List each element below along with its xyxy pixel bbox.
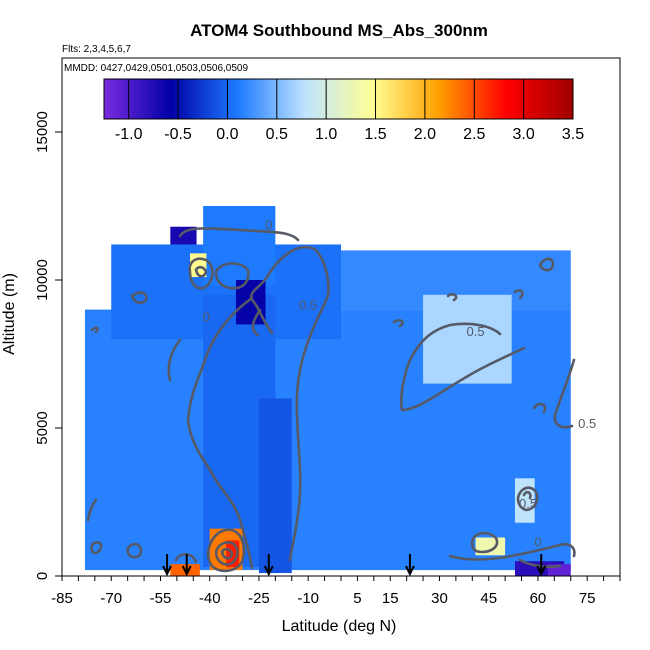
colorbar-tick-label: 0.5: [266, 126, 288, 143]
contour-label: 0.5: [578, 416, 596, 431]
x-tick-label: 45: [480, 590, 497, 607]
contour-zero-left: [90, 291, 182, 382]
flights-label: Flts: 2,3,4,5,6,7: [62, 44, 131, 55]
colorbar-tick-label: 3.0: [513, 126, 535, 143]
profile-marker-head: [263, 565, 274, 577]
profile-markers: [162, 554, 547, 577]
colorbar-tick-label: 2.5: [463, 126, 485, 143]
x-tick-label: -70: [100, 590, 122, 607]
x-tick-label: -85: [51, 590, 73, 607]
x-tick-label: 15: [382, 590, 399, 607]
x-tick-label: -10: [297, 590, 319, 607]
colorbar: -1.0 -0.5 0.0 0.5 1.0 1.5 2.0 2.5 3.0 3.5: [103, 78, 584, 143]
heatmap-cell-11: [514, 478, 535, 523]
contour-zero-upper: [178, 227, 300, 337]
y-tick-label: 10000: [34, 259, 51, 301]
x-tick-label: 60: [530, 590, 547, 607]
colorbar-tick-label: 0.0: [216, 126, 238, 143]
y-axis-label: Altitude (m): [1, 273, 18, 355]
dates-label: MMDD: 0427,0429,0501,0503,0506,0509: [64, 63, 248, 74]
colorbar-tick-label: 3.5: [562, 126, 584, 143]
contour-label: 0: [534, 534, 541, 549]
colorbar-tick-label: -0.5: [164, 126, 192, 143]
heatmap-cell-16: [547, 564, 571, 576]
contour-label: 0.5: [467, 324, 485, 339]
x-axis: -85 -70 -55 -40 -25 -10 5 15 30 45 60 75: [51, 576, 621, 607]
x-axis-label: Latitude (deg N): [282, 618, 397, 635]
heatmap-cell-5: [258, 398, 292, 574]
colorbar-ticks: -1.0 -0.5 0.0 0.5 1.0 1.5 2.0 2.5 3.0 3.5: [115, 79, 584, 143]
colorbar-tick-label: 1.0: [315, 126, 337, 143]
contour-right-low: [448, 486, 576, 569]
contour-zero-main: [186, 245, 330, 570]
contour-label: 0.5: [299, 298, 317, 313]
colorbar-gradient: [103, 78, 574, 120]
y-tick-label: 5000: [34, 411, 51, 444]
profile-marker-head: [536, 565, 547, 577]
contour-label: 0: [203, 309, 210, 324]
colorbar-tick-label: -1.0: [115, 126, 143, 143]
colorbar-tick-label: 2.0: [414, 126, 436, 143]
heatmap-cell-7: [170, 226, 197, 245]
contour-half-right: [399, 322, 526, 412]
x-tick-label: 5: [353, 590, 361, 607]
y-tick-label: 0: [34, 572, 51, 580]
profile-marker-head: [162, 565, 172, 577]
chart-title: ATOM4 Southbound MS_Abs_300nm: [190, 21, 488, 40]
contour-label: 0.5: [519, 496, 537, 511]
x-tick-label: 30: [431, 590, 448, 607]
contour-lines: [86, 227, 576, 573]
colorbar-tick-label: 1.5: [364, 126, 386, 143]
x-tick-label: -40: [199, 590, 221, 607]
heatmap-cell-8: [423, 294, 512, 384]
contour-left-low: [86, 498, 143, 559]
contour-label: 0: [265, 218, 272, 233]
x-tick-label: -25: [248, 590, 270, 607]
x-tick-label: 75: [579, 590, 596, 607]
contour-labels: 0 0 0.5 0.5 0.5 0 0.5: [203, 218, 596, 550]
contour-right-edge: [392, 257, 576, 429]
y-tick-label: 15000: [34, 111, 51, 153]
y-axis: 0 5000 10000 15000: [34, 111, 62, 580]
profile-marker-head: [405, 565, 415, 577]
contour-high-peak-lower: [174, 528, 246, 573]
contour-high-peak-upper: [188, 257, 250, 290]
heatmap-field: [84, 206, 571, 576]
x-tick-label: -55: [150, 590, 172, 607]
profile-marker-head: [181, 565, 192, 577]
